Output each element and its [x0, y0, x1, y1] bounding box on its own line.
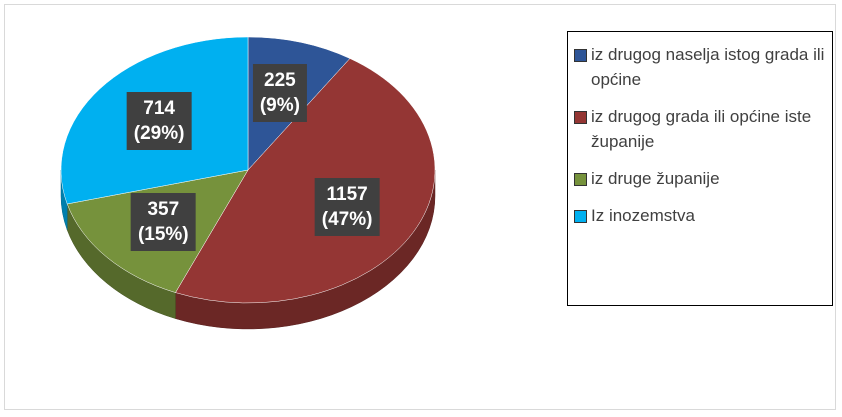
legend-swatch	[574, 111, 587, 124]
pie-slice	[175, 58, 436, 304]
legend-label: iz drugog naselja istog grada ili općine	[591, 45, 825, 89]
legend-item: Iz inozemstva	[574, 203, 826, 228]
legend-swatch	[574, 210, 587, 223]
data-label: 357 (15%)	[130, 193, 196, 252]
legend-item: iz drugog grada ili općine iste županije	[574, 104, 826, 154]
chart-frame	[4, 4, 836, 410]
legend-label: iz druge županije	[591, 169, 720, 188]
legend-item: iz druge županije	[574, 166, 826, 191]
data-label: 1157 (47%)	[314, 178, 380, 237]
legend-item: iz drugog naselja istog grada ili općine	[574, 42, 826, 92]
legend-swatch	[574, 49, 587, 62]
legend: iz drugog naselja istog grada ili općine…	[567, 31, 833, 306]
legend-label: Iz inozemstva	[591, 206, 695, 225]
data-label: 225 (9%)	[252, 64, 307, 123]
legend-swatch	[574, 173, 587, 186]
data-label: 714 (29%)	[126, 92, 192, 151]
legend-label: iz drugog grada ili općine iste županije	[591, 107, 812, 151]
